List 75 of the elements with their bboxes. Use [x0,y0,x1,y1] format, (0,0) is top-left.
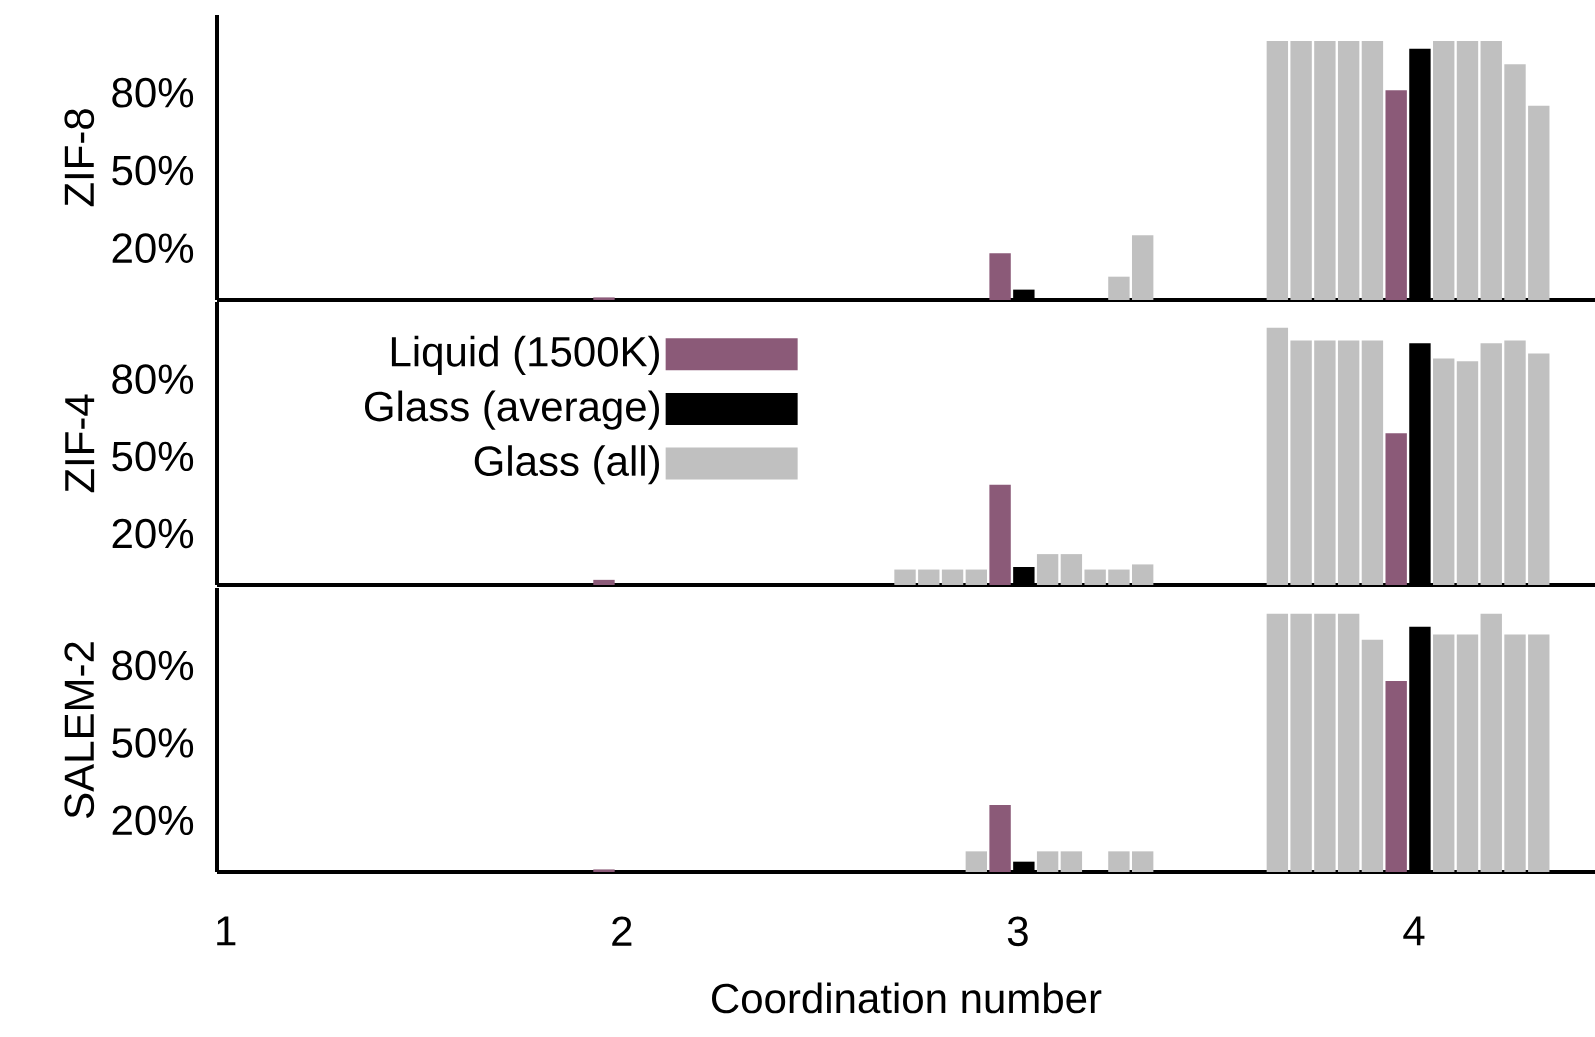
bar [1290,40,1312,300]
bar [1385,433,1407,585]
bar [1131,564,1154,585]
x-tick-label: 2 [612,916,632,946]
bar [1528,634,1550,872]
y-axis-title: SALEM-2 [64,642,95,818]
bar [989,484,1011,585]
bar [1314,340,1336,585]
y-tick-label: 20% [112,805,194,836]
bar [1290,340,1312,585]
bar [1036,554,1059,585]
x-tick-label: 1 [217,916,236,946]
bar [1060,851,1083,872]
bar [1266,613,1289,872]
bar [1361,40,1384,300]
y-tick-label: 80% [112,364,194,395]
bar [1456,361,1479,585]
bar [1290,613,1312,872]
y-tick-label: 80% [112,650,194,681]
y-tick-label: 80% [112,77,194,108]
bar [1480,613,1502,872]
bar [989,253,1011,300]
bar [1314,40,1336,300]
bar [593,579,615,585]
bar [1433,40,1455,300]
y-axis-title: ZIF-4 [65,394,95,493]
bar [989,804,1011,872]
legend-label: Liquid (1500K) [391,335,659,375]
bar [965,569,988,585]
y-tick-label: 20% [112,518,194,549]
bar [1108,276,1130,300]
x-tick-label: 3 [1007,916,1028,947]
bar [1385,90,1407,300]
bar [1337,340,1360,585]
bar [1385,680,1407,872]
bar [1504,634,1526,872]
bar [1314,613,1336,872]
bar [1108,851,1130,872]
legend-label: Glass (all) [474,445,659,485]
bar [1504,340,1526,585]
bar [1337,613,1360,872]
bar [1036,851,1059,872]
bar [1504,64,1526,300]
bar [1131,235,1154,300]
bar [1131,851,1154,872]
bar [1433,358,1455,585]
bar [1361,340,1384,585]
bar [1480,343,1502,585]
bar [894,569,916,585]
bar [1456,40,1479,300]
bar [1084,569,1106,585]
bar [1480,40,1502,300]
bar [1456,634,1479,872]
y-tick-label: 50% [112,728,194,758]
y-axis-title: ZIF-8 [64,109,95,207]
legend-label: Glass (average) [365,390,659,430]
bar [1060,554,1083,585]
bar [941,569,964,585]
y-tick-label: 50% [112,441,194,472]
x-axis-title: Coordination number [712,982,1102,1014]
bar [918,569,940,585]
bar [965,851,988,872]
bar [593,297,615,300]
bar [1337,40,1360,300]
bar [1266,40,1289,300]
bar [593,869,615,872]
y-tick-label: 50% [112,155,194,186]
bar [1108,569,1130,585]
bar [1528,353,1550,585]
x-tick-label: 4 [1403,916,1425,946]
bar [1266,327,1289,585]
y-tick-label: 20% [112,233,194,264]
bar [1528,105,1550,300]
bar [1361,639,1384,872]
bar [1433,634,1455,872]
